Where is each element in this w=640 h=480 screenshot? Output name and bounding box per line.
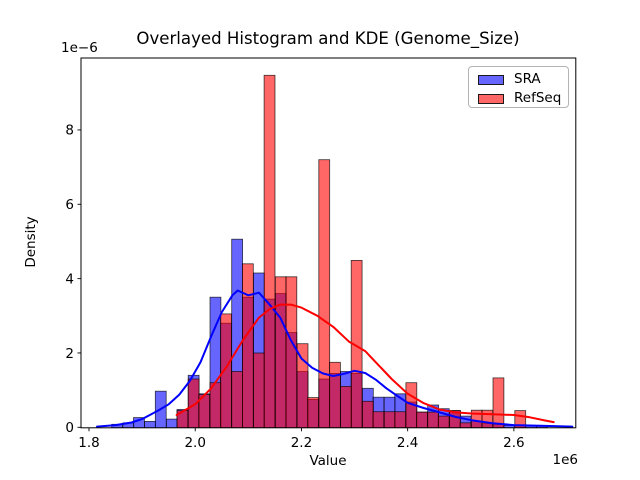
x-offset-label: 1e6 bbox=[553, 452, 578, 468]
y-axis-label: Density bbox=[23, 216, 39, 267]
histogram-bar-sra bbox=[165, 418, 178, 428]
histogram-bar-refseq bbox=[307, 397, 319, 428]
legend-label-sra: SRA bbox=[514, 71, 541, 88]
x-tick-label: 2.2 bbox=[291, 435, 312, 451]
histogram-bar-refseq bbox=[253, 352, 265, 428]
histogram-bar-sra bbox=[144, 420, 156, 428]
y-tick-label: 4 bbox=[65, 271, 74, 287]
x-tick-label: 2.0 bbox=[184, 435, 205, 451]
histogram-bar-refseq bbox=[231, 371, 243, 428]
histogram-bar-refseq bbox=[285, 276, 298, 428]
histogram-bar-refseq bbox=[372, 411, 385, 428]
sra-color-swatch bbox=[478, 75, 504, 85]
legend-item-refseq: RefSeq bbox=[478, 92, 568, 106]
axes-frame bbox=[80, 57, 577, 429]
x-tick-label: 1.8 bbox=[78, 435, 99, 451]
legend-label-refseq: RefSeq bbox=[514, 90, 562, 107]
x-axis-label: Value bbox=[309, 453, 346, 469]
histogram-bar-refseq bbox=[220, 313, 232, 428]
x-tick-label: 2.4 bbox=[397, 435, 418, 451]
histogram-bar-refseq bbox=[383, 411, 396, 428]
y-tick-label: 0 bbox=[65, 420, 74, 436]
histogram-bar-refseq bbox=[318, 159, 331, 428]
y-offset-label: 1e−6 bbox=[61, 40, 98, 56]
kde-curve-sra bbox=[96, 289, 574, 428]
histogram-bar-refseq bbox=[263, 74, 276, 428]
histogram-bar-refseq bbox=[427, 411, 439, 428]
histogram-bar-refseq bbox=[394, 411, 407, 428]
legend-item-sra: SRA bbox=[478, 73, 568, 87]
y-tick-label: 2 bbox=[65, 346, 74, 362]
legend: SRA RefSeq bbox=[468, 66, 569, 108]
histogram-bar-refseq bbox=[340, 385, 352, 428]
y-tick-label: 6 bbox=[65, 197, 74, 213]
histogram-bar-refseq bbox=[329, 361, 341, 428]
histogram-bar-refseq bbox=[274, 276, 287, 428]
histogram-bar-refseq bbox=[459, 422, 472, 428]
histogram-bar-refseq bbox=[296, 343, 309, 428]
refseq-color-swatch bbox=[478, 94, 504, 104]
y-tick-label: 8 bbox=[65, 123, 74, 139]
histogram-bar-refseq bbox=[361, 400, 374, 428]
histogram-bar-refseq bbox=[416, 411, 428, 428]
histogram-bar-refseq bbox=[481, 409, 494, 428]
histogram-bar-refseq bbox=[241, 263, 254, 428]
histogram-bar-refseq bbox=[209, 382, 222, 428]
histogram-bar-refseq bbox=[492, 377, 505, 428]
x-tick-label: 2.6 bbox=[503, 435, 524, 451]
histogram-bar-refseq bbox=[437, 415, 450, 428]
kde-curve-refseq bbox=[175, 303, 555, 424]
axes-region: 1.8 2.0 2.2 2.4 2.6 0 2 4 6 8 bbox=[65, 57, 577, 451]
chart-title: Overlayed Histogram and KDE (Genome_Size… bbox=[136, 29, 519, 49]
